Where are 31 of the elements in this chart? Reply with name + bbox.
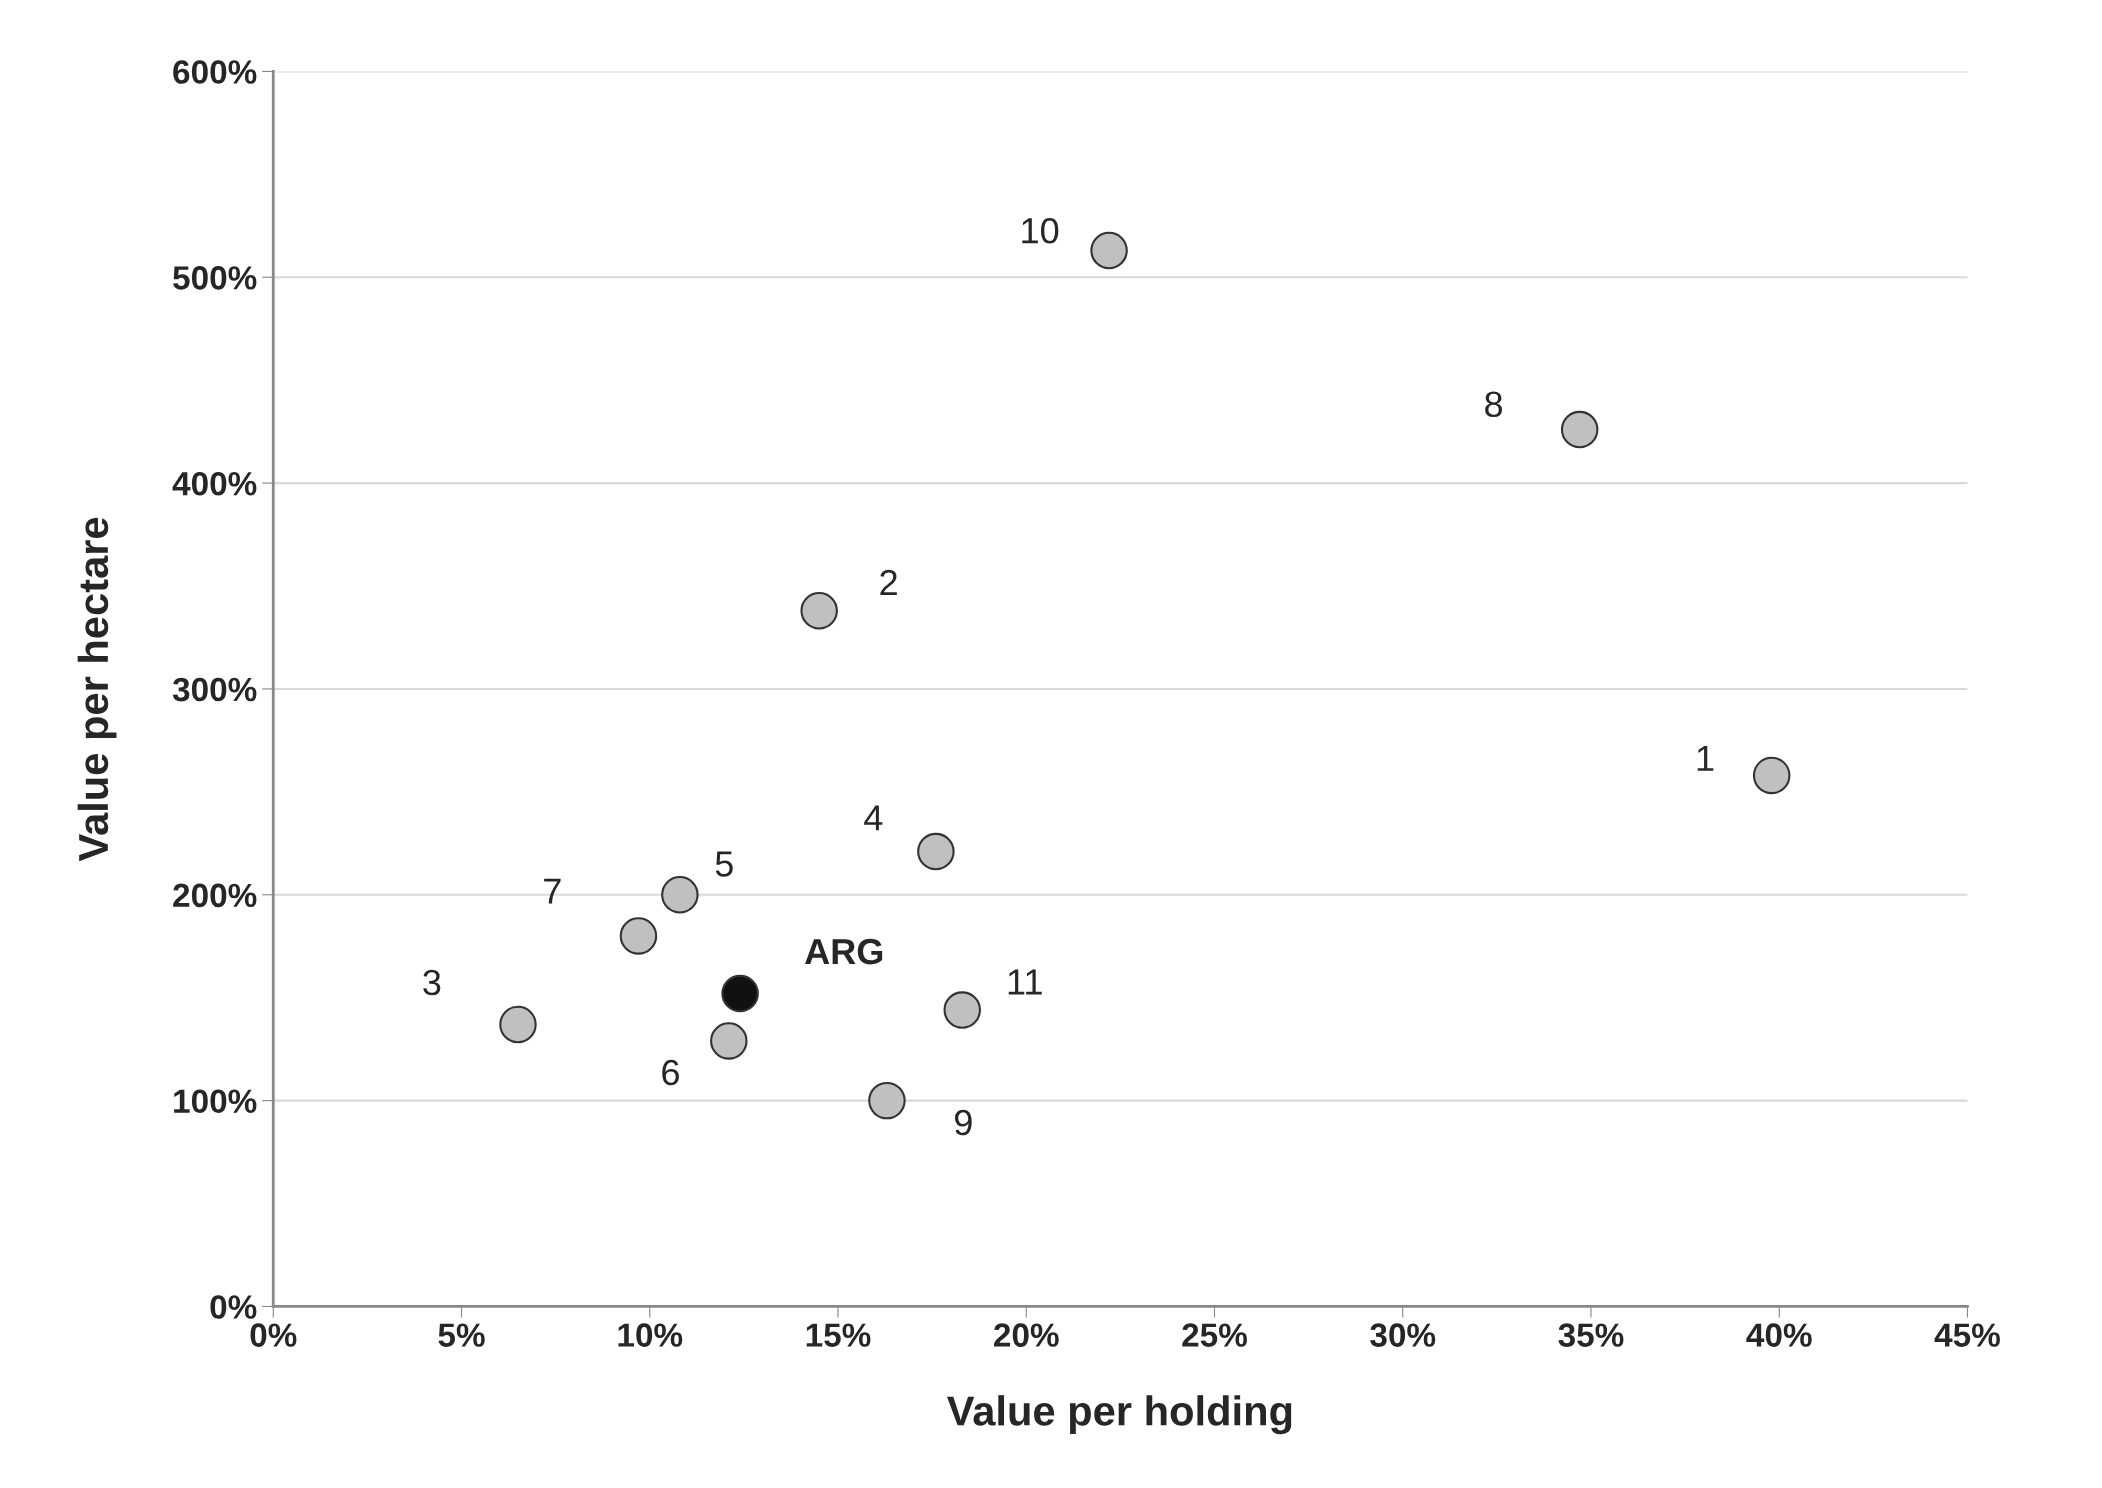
y-tick-label: 400% [172, 471, 257, 496]
x-tick-label: 25% [1182, 1323, 1247, 1347]
annotation: 5 [715, 851, 733, 877]
x-tick-label: 10% [618, 1323, 683, 1347]
annotation: 10 [1022, 217, 1059, 244]
y-tick-label: 100% [174, 1089, 257, 1114]
x-tick-label: 5% [438, 1323, 485, 1347]
y-tick-label: 0% [210, 1295, 257, 1319]
annotation: 9 [954, 1109, 972, 1136]
y-tick-label: 600% [173, 60, 257, 84]
x-axis-title: Value per holding [947, 1395, 1292, 1435]
x-tick-label: 45% [1934, 1323, 2000, 1347]
annotation: 11 [1008, 969, 1042, 995]
x-tick-label: 40% [1746, 1323, 1812, 1347]
annotation: 3 [423, 969, 441, 996]
annotation: 1 [1697, 746, 1714, 771]
x-tick-label: 30% [1370, 1323, 1436, 1347]
x-tick-label: 35% [1558, 1323, 1624, 1347]
x-tick-label: 20% [994, 1323, 1059, 1347]
annotation: 8 [1485, 391, 1503, 418]
x-tick-label: 15% [806, 1323, 871, 1347]
annotation: 4 [864, 805, 883, 831]
annotation: 2 [880, 569, 897, 596]
annotation: ARG [805, 938, 883, 965]
y-tick-label: 500% [173, 266, 257, 290]
x-tick-label: 0% [250, 1323, 297, 1347]
y-tick-label: 300% [172, 677, 257, 702]
y-axis-title: Value per hectare [77, 517, 117, 862]
y-tick-label: 200% [173, 883, 257, 908]
annotation: 6 [662, 1059, 679, 1086]
annotation: 7 [544, 878, 561, 904]
